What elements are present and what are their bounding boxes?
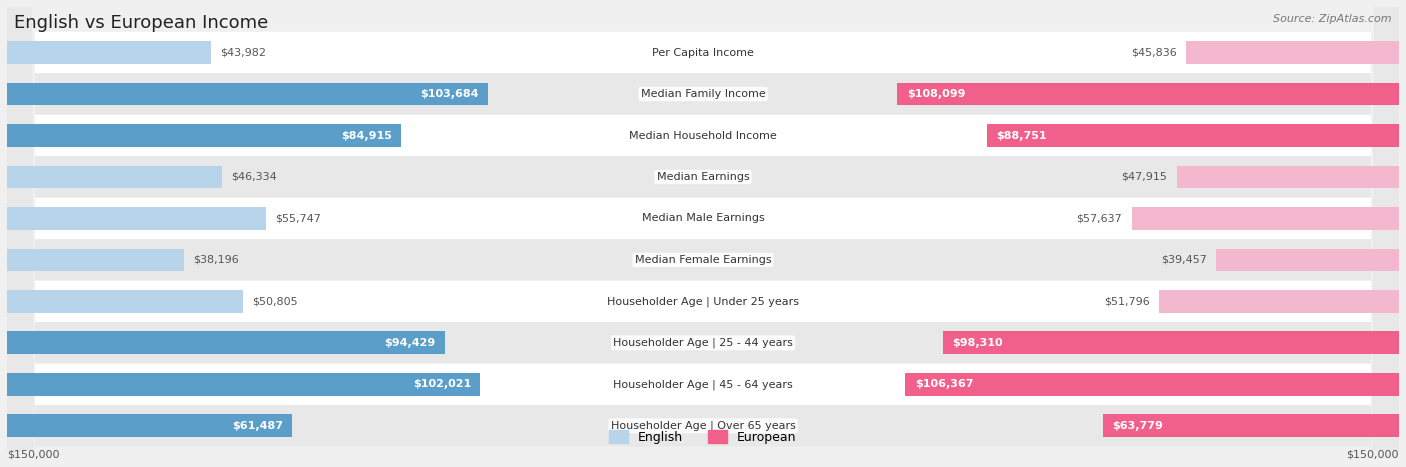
Bar xyxy=(1104,414,1399,437)
Bar xyxy=(7,332,446,354)
Text: $94,429: $94,429 xyxy=(385,338,436,348)
Text: $98,310: $98,310 xyxy=(952,338,1002,348)
Text: Per Capita Income: Per Capita Income xyxy=(652,48,754,57)
Text: $61,487: $61,487 xyxy=(232,421,283,431)
Text: Householder Age | Over 65 years: Householder Age | Over 65 years xyxy=(610,421,796,431)
Bar xyxy=(7,373,481,396)
Text: $108,099: $108,099 xyxy=(907,89,965,99)
Text: $45,836: $45,836 xyxy=(1132,48,1177,57)
Text: Median Family Income: Median Family Income xyxy=(641,89,765,99)
Text: $39,457: $39,457 xyxy=(1161,255,1206,265)
Text: $88,751: $88,751 xyxy=(997,130,1047,141)
Text: $106,367: $106,367 xyxy=(915,379,973,389)
Bar xyxy=(7,248,184,271)
Text: $57,637: $57,637 xyxy=(1077,213,1122,224)
Text: Median Female Earnings: Median Female Earnings xyxy=(634,255,772,265)
Text: Householder Age | Under 25 years: Householder Age | Under 25 years xyxy=(607,296,799,307)
Bar xyxy=(7,124,401,147)
Bar xyxy=(7,290,243,313)
Text: Median Earnings: Median Earnings xyxy=(657,172,749,182)
Text: Median Household Income: Median Household Income xyxy=(628,130,778,141)
Text: $150,000: $150,000 xyxy=(1347,450,1399,460)
Bar xyxy=(1159,290,1399,313)
Text: $51,796: $51,796 xyxy=(1104,297,1150,306)
Bar xyxy=(943,332,1399,354)
Bar xyxy=(897,83,1399,106)
Bar xyxy=(1187,41,1399,64)
Bar xyxy=(7,166,222,188)
Legend: English, European: English, European xyxy=(605,425,801,449)
Text: $55,747: $55,747 xyxy=(276,213,321,224)
Text: English vs European Income: English vs European Income xyxy=(14,14,269,32)
Text: Source: ZipAtlas.com: Source: ZipAtlas.com xyxy=(1274,14,1392,24)
Text: $84,915: $84,915 xyxy=(340,130,392,141)
FancyBboxPatch shape xyxy=(7,0,1399,467)
Bar xyxy=(7,207,266,230)
Text: $38,196: $38,196 xyxy=(194,255,239,265)
FancyBboxPatch shape xyxy=(7,0,1399,467)
Text: $50,805: $50,805 xyxy=(252,297,298,306)
Text: $46,334: $46,334 xyxy=(231,172,277,182)
Text: $103,684: $103,684 xyxy=(420,89,479,99)
Text: $150,000: $150,000 xyxy=(7,450,59,460)
Bar xyxy=(1216,248,1399,271)
FancyBboxPatch shape xyxy=(7,0,1399,467)
Bar xyxy=(905,373,1399,396)
FancyBboxPatch shape xyxy=(7,0,1399,467)
Text: $43,982: $43,982 xyxy=(221,48,266,57)
Text: Householder Age | 25 - 44 years: Householder Age | 25 - 44 years xyxy=(613,338,793,348)
Text: Householder Age | 45 - 64 years: Householder Age | 45 - 64 years xyxy=(613,379,793,389)
FancyBboxPatch shape xyxy=(7,0,1399,467)
FancyBboxPatch shape xyxy=(7,0,1399,467)
Bar xyxy=(987,124,1399,147)
FancyBboxPatch shape xyxy=(7,0,1399,467)
Text: Median Male Earnings: Median Male Earnings xyxy=(641,213,765,224)
FancyBboxPatch shape xyxy=(7,0,1399,467)
Text: $102,021: $102,021 xyxy=(413,379,471,389)
FancyBboxPatch shape xyxy=(7,0,1399,467)
Bar xyxy=(7,414,292,437)
Text: $47,915: $47,915 xyxy=(1122,172,1167,182)
Bar xyxy=(7,41,211,64)
Bar xyxy=(1177,166,1399,188)
Bar xyxy=(1132,207,1399,230)
Text: $63,779: $63,779 xyxy=(1112,421,1163,431)
FancyBboxPatch shape xyxy=(7,0,1399,467)
Bar xyxy=(7,83,488,106)
